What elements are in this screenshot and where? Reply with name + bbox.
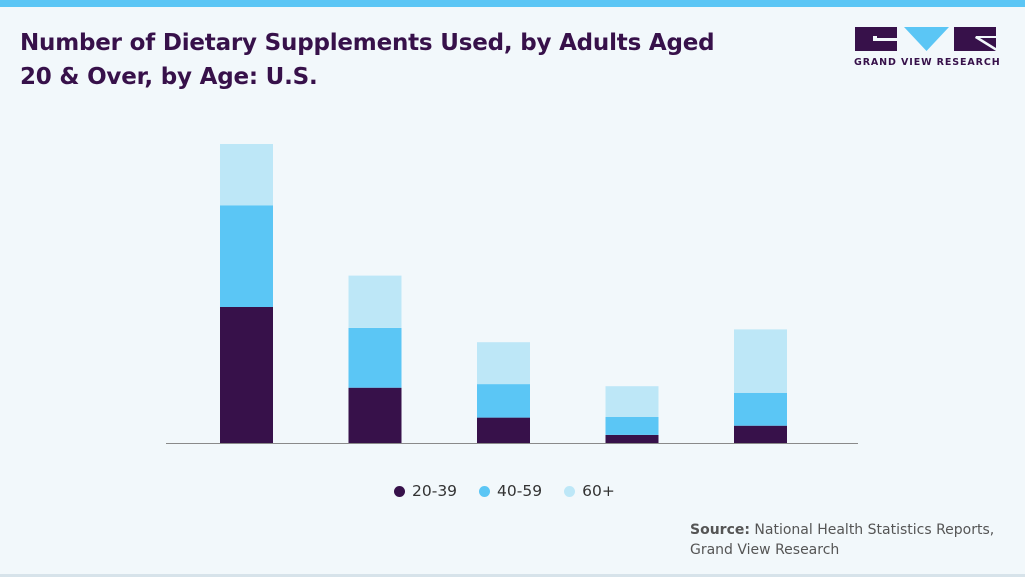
legend-item-20-39: 20-39 <box>394 482 457 500</box>
bar-segment-60-plus-5 <box>734 329 787 393</box>
grand-view-research-logo: GRAND VIEW RESEARCH <box>854 27 1001 72</box>
legend-item-40-59: 40-59 <box>479 482 542 500</box>
logo-text: GRAND VIEW RESEARCH <box>854 57 1001 68</box>
bar-segment-20-39-1 <box>220 307 273 443</box>
legend-label-20-39: 20-39 <box>412 482 458 500</box>
bar-segment-40-59-4 <box>605 417 659 435</box>
legend-label-40-59: 40-59 <box>497 482 543 500</box>
legend-dot-20-39 <box>394 485 405 497</box>
source-note: Source: National Health Statistics Repor… <box>690 520 1010 560</box>
bar-segment-40-59-3 <box>477 384 530 418</box>
bar-segment-20-39-2 <box>348 387 402 443</box>
chart-legend: 20-39 40-59 60+ <box>394 482 637 500</box>
bar-segment-40-59-5 <box>734 392 787 426</box>
legend-dot-60-plus <box>564 485 576 497</box>
bottom-rule <box>0 574 1025 577</box>
top-accent-bar <box>0 0 1025 7</box>
bar-segment-20-39-4 <box>605 434 659 443</box>
bar-segment-20-39-3 <box>477 417 530 443</box>
bar-segment-60-plus-4 <box>605 386 659 417</box>
logo-mark-icon <box>855 27 996 51</box>
legend-item-60-plus: 60+ <box>564 482 615 500</box>
bar-segment-20-39-5 <box>734 425 787 443</box>
legend-label-60-plus: 60+ <box>582 482 615 500</box>
legend-dot-40-59 <box>479 485 491 497</box>
bar-segment-60-plus-1 <box>220 144 273 206</box>
bar-segment-40-59-2 <box>348 327 402 388</box>
source-text: National Health Statistics Reports, Gran… <box>690 522 995 558</box>
bar-segment-60-plus-2 <box>348 275 402 328</box>
source-label: Source: <box>690 522 750 538</box>
bar-segment-40-59-1 <box>220 205 273 307</box>
chart-title: Number of Dietary Supplements Used, by A… <box>20 30 715 90</box>
bar-segment-60-plus-3 <box>477 342 530 385</box>
